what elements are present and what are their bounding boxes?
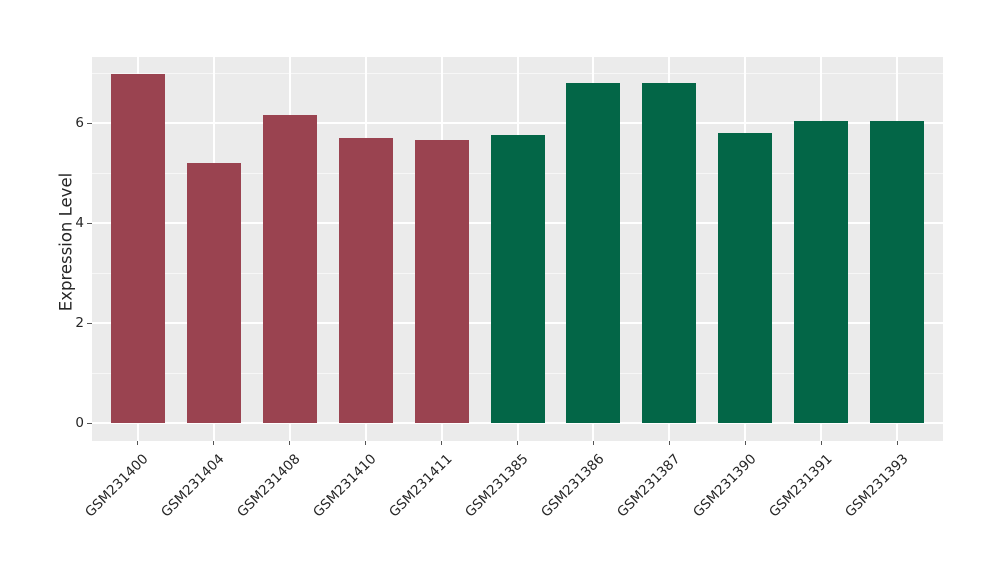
x-tick-mark — [744, 441, 746, 445]
x-tick-label: GSM231386 — [538, 451, 608, 521]
bar — [414, 140, 469, 423]
x-tick-label: GSM231390 — [690, 451, 760, 521]
x-tick-mark — [896, 441, 898, 445]
bar — [490, 135, 545, 423]
bar — [186, 163, 241, 423]
x-tick-mark — [820, 441, 822, 445]
bar — [642, 83, 697, 423]
y-tick-mark — [87, 422, 92, 424]
bar — [262, 115, 317, 423]
bar — [110, 74, 165, 423]
x-tick-mark — [517, 441, 518, 445]
bar — [566, 83, 621, 423]
bar — [718, 133, 773, 423]
y-tick-label: 2 — [75, 315, 84, 331]
x-tick-label: GSM231410 — [310, 451, 380, 521]
x-tick-label: GSM231391 — [766, 451, 836, 521]
x-tick-mark — [668, 441, 670, 445]
plot-panel — [92, 57, 943, 441]
y-tick-mark — [87, 222, 92, 224]
bar — [870, 120, 925, 423]
x-tick-mark — [289, 441, 291, 445]
x-tick-label: GSM231385 — [462, 451, 532, 521]
x-tick-mark — [213, 441, 215, 445]
y-tick-label: 0 — [75, 415, 84, 431]
x-tick-label: GSM231387 — [614, 451, 684, 521]
x-tick-mark — [592, 441, 594, 445]
y-axis-title: Expression Level — [56, 172, 76, 312]
y-tick-label: 4 — [75, 215, 84, 231]
x-tick-label: GSM231400 — [82, 451, 152, 521]
x-tick-label: GSM231393 — [842, 451, 912, 521]
x-tick-label: GSM231408 — [234, 451, 304, 521]
x-tick-mark — [137, 441, 139, 445]
y-tick-mark — [87, 122, 92, 124]
bar — [794, 120, 849, 423]
y-tick-label: 6 — [75, 115, 84, 131]
x-tick-mark — [365, 441, 367, 445]
bar — [338, 138, 393, 423]
y-tick-mark — [87, 322, 92, 324]
x-tick-mark — [441, 441, 443, 445]
x-tick-label: GSM231411 — [386, 451, 456, 521]
x-tick-label: GSM231404 — [158, 451, 228, 521]
bars-layer — [92, 57, 943, 441]
